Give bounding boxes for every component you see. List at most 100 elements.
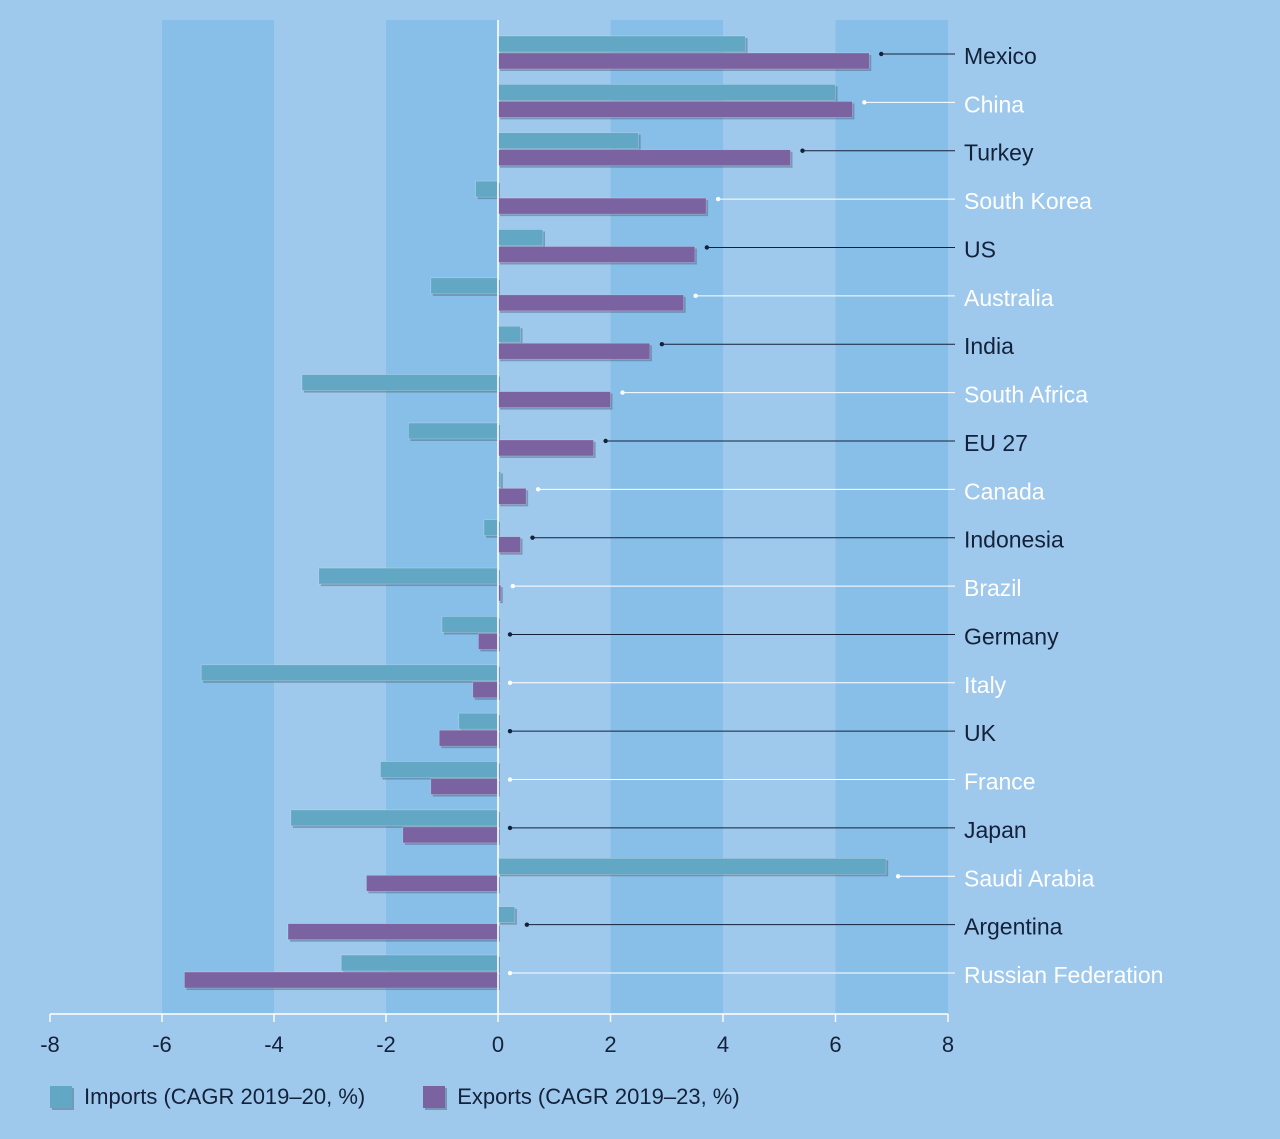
leader-dot-australia — [693, 293, 698, 299]
bar-imports-us — [497, 229, 544, 246]
leader-dot-us — [704, 245, 710, 250]
chart-legend: Imports (CAGR 2019–20, %) Exports (CAGR … — [50, 1084, 798, 1110]
category-label-saudi-arabia: Saudi Arabia — [964, 865, 1095, 891]
bar-imports-south-africa — [301, 374, 499, 391]
leader-dot-saudi-arabia — [895, 874, 901, 879]
leader-dot-uk — [507, 728, 513, 734]
bar-imports-germany — [441, 616, 499, 633]
category-label-china: China — [964, 91, 1024, 117]
x-tick-label-4: 4 — [717, 1032, 729, 1057]
bar-imports-russian-federation — [340, 954, 499, 972]
category-label-germany: Germany — [964, 623, 1059, 649]
bar-imports-canada-shadow — [500, 473, 503, 490]
leader-dot-south-africa — [620, 390, 625, 395]
leader-dot-turkey — [800, 148, 805, 153]
bar-exports-turkey — [497, 149, 791, 167]
bar-exports-south-korea — [497, 197, 707, 215]
bar-exports-uk — [438, 729, 499, 747]
bg-band-1 — [386, 20, 498, 1014]
bar-imports-mexico — [497, 35, 746, 53]
x-tick-label--6: -6 — [152, 1032, 172, 1057]
leader-dot-russian-federation — [507, 970, 513, 976]
bar-exports-indonesia — [497, 536, 521, 554]
bar-exports-us — [497, 246, 696, 263]
x-tick-label--2: -2 — [376, 1032, 396, 1057]
leader-dot-south-korea — [715, 196, 721, 202]
bar-imports-australia — [430, 277, 499, 295]
category-label-brazil: Brazil — [964, 575, 1022, 601]
x-tick-label-6: 6 — [829, 1032, 841, 1057]
leader-dot-canada — [535, 487, 541, 492]
leader-dot-indonesia — [530, 535, 535, 540]
leader-dot-india — [659, 342, 665, 347]
legend-swatch-exports — [423, 1086, 446, 1108]
bar-imports-france — [380, 761, 499, 778]
bar-imports-uk — [458, 712, 499, 730]
bar-imports-eu-27 — [408, 422, 499, 440]
bar-exports-mexico — [497, 52, 870, 70]
bar-imports-argentina — [497, 906, 516, 923]
bar-exports-japan — [402, 826, 499, 844]
bar-imports-india — [497, 325, 521, 343]
category-label-canada: Canada — [964, 478, 1045, 504]
leader-dot-japan — [507, 825, 513, 831]
bar-imports-south-korea — [475, 180, 499, 198]
bg-band-2 — [610, 20, 723, 1014]
legend-label-exports: Exports (CAGR 2019–23, %) — [457, 1084, 740, 1109]
bg-band-3 — [835, 20, 948, 1014]
category-label-italy: Italy — [964, 672, 1007, 698]
bar-exports-france — [430, 778, 499, 795]
category-label-russian-federation: Russian Federation — [964, 962, 1163, 988]
category-label-south-korea: South Korea — [964, 188, 1092, 214]
leader-dot-mexico — [879, 51, 884, 57]
bar-imports-italy — [200, 664, 499, 682]
legend-label-imports: Imports (CAGR 2019–20, %) — [84, 1084, 366, 1109]
category-label-south-africa: South Africa — [964, 382, 1088, 408]
category-label-turkey: Turkey — [964, 140, 1034, 166]
bar-exports-italy — [472, 681, 499, 699]
bar-exports-australia — [497, 294, 684, 312]
bar-exports-china — [497, 101, 853, 118]
category-label-eu-27: EU 27 — [964, 430, 1028, 456]
leader-dot-germany — [507, 632, 513, 637]
bar-exports-germany — [478, 633, 499, 650]
category-label-argentina: Argentina — [964, 914, 1063, 940]
category-label-mexico: Mexico — [964, 43, 1037, 69]
category-label-france: France — [964, 769, 1036, 795]
leader-dot-italy — [507, 680, 513, 686]
bar-imports-saudi-arabia — [497, 857, 887, 875]
category-label-indonesia: Indonesia — [964, 527, 1064, 553]
category-label-uk: UK — [964, 720, 997, 746]
bg-band-0 — [162, 20, 274, 1014]
x-tick-label-8: 8 — [942, 1032, 954, 1057]
leader-dot-argentina — [524, 922, 530, 927]
bar-exports-canada — [497, 488, 527, 505]
bar-exports-eu-27 — [497, 439, 594, 457]
leader-dot-china — [862, 100, 867, 105]
x-tick-label-0: 0 — [492, 1032, 504, 1057]
legend-item-imports: Imports (CAGR 2019–20, %) — [50, 1084, 365, 1110]
bar-imports-japan — [290, 809, 499, 827]
bar-imports-turkey — [497, 132, 639, 150]
bar-imports-brazil — [318, 567, 499, 585]
leader-dot-eu-27 — [603, 438, 608, 444]
bar-exports-saudi-arabia — [366, 874, 499, 892]
legend-item-exports: Exports (CAGR 2019–23, %) — [423, 1084, 740, 1110]
bar-exports-brazil-shadow — [500, 587, 503, 604]
leader-dot-brazil — [510, 583, 516, 589]
x-tick-label-2: 2 — [604, 1032, 616, 1057]
bar-exports-south-africa — [497, 391, 611, 408]
category-label-us: US — [964, 236, 996, 262]
category-label-india: India — [964, 333, 1014, 359]
bar-exports-argentina — [287, 923, 499, 940]
leader-dot-france — [507, 777, 513, 782]
bar-imports-indonesia — [483, 519, 499, 537]
category-label-japan: Japan — [964, 817, 1027, 843]
legend-swatch-imports — [50, 1086, 72, 1108]
bar-exports-russian-federation — [184, 971, 499, 989]
x-tick-label--8: -8 — [40, 1032, 60, 1057]
bar-exports-india — [497, 342, 651, 360]
category-label-australia: Australia — [964, 285, 1054, 311]
